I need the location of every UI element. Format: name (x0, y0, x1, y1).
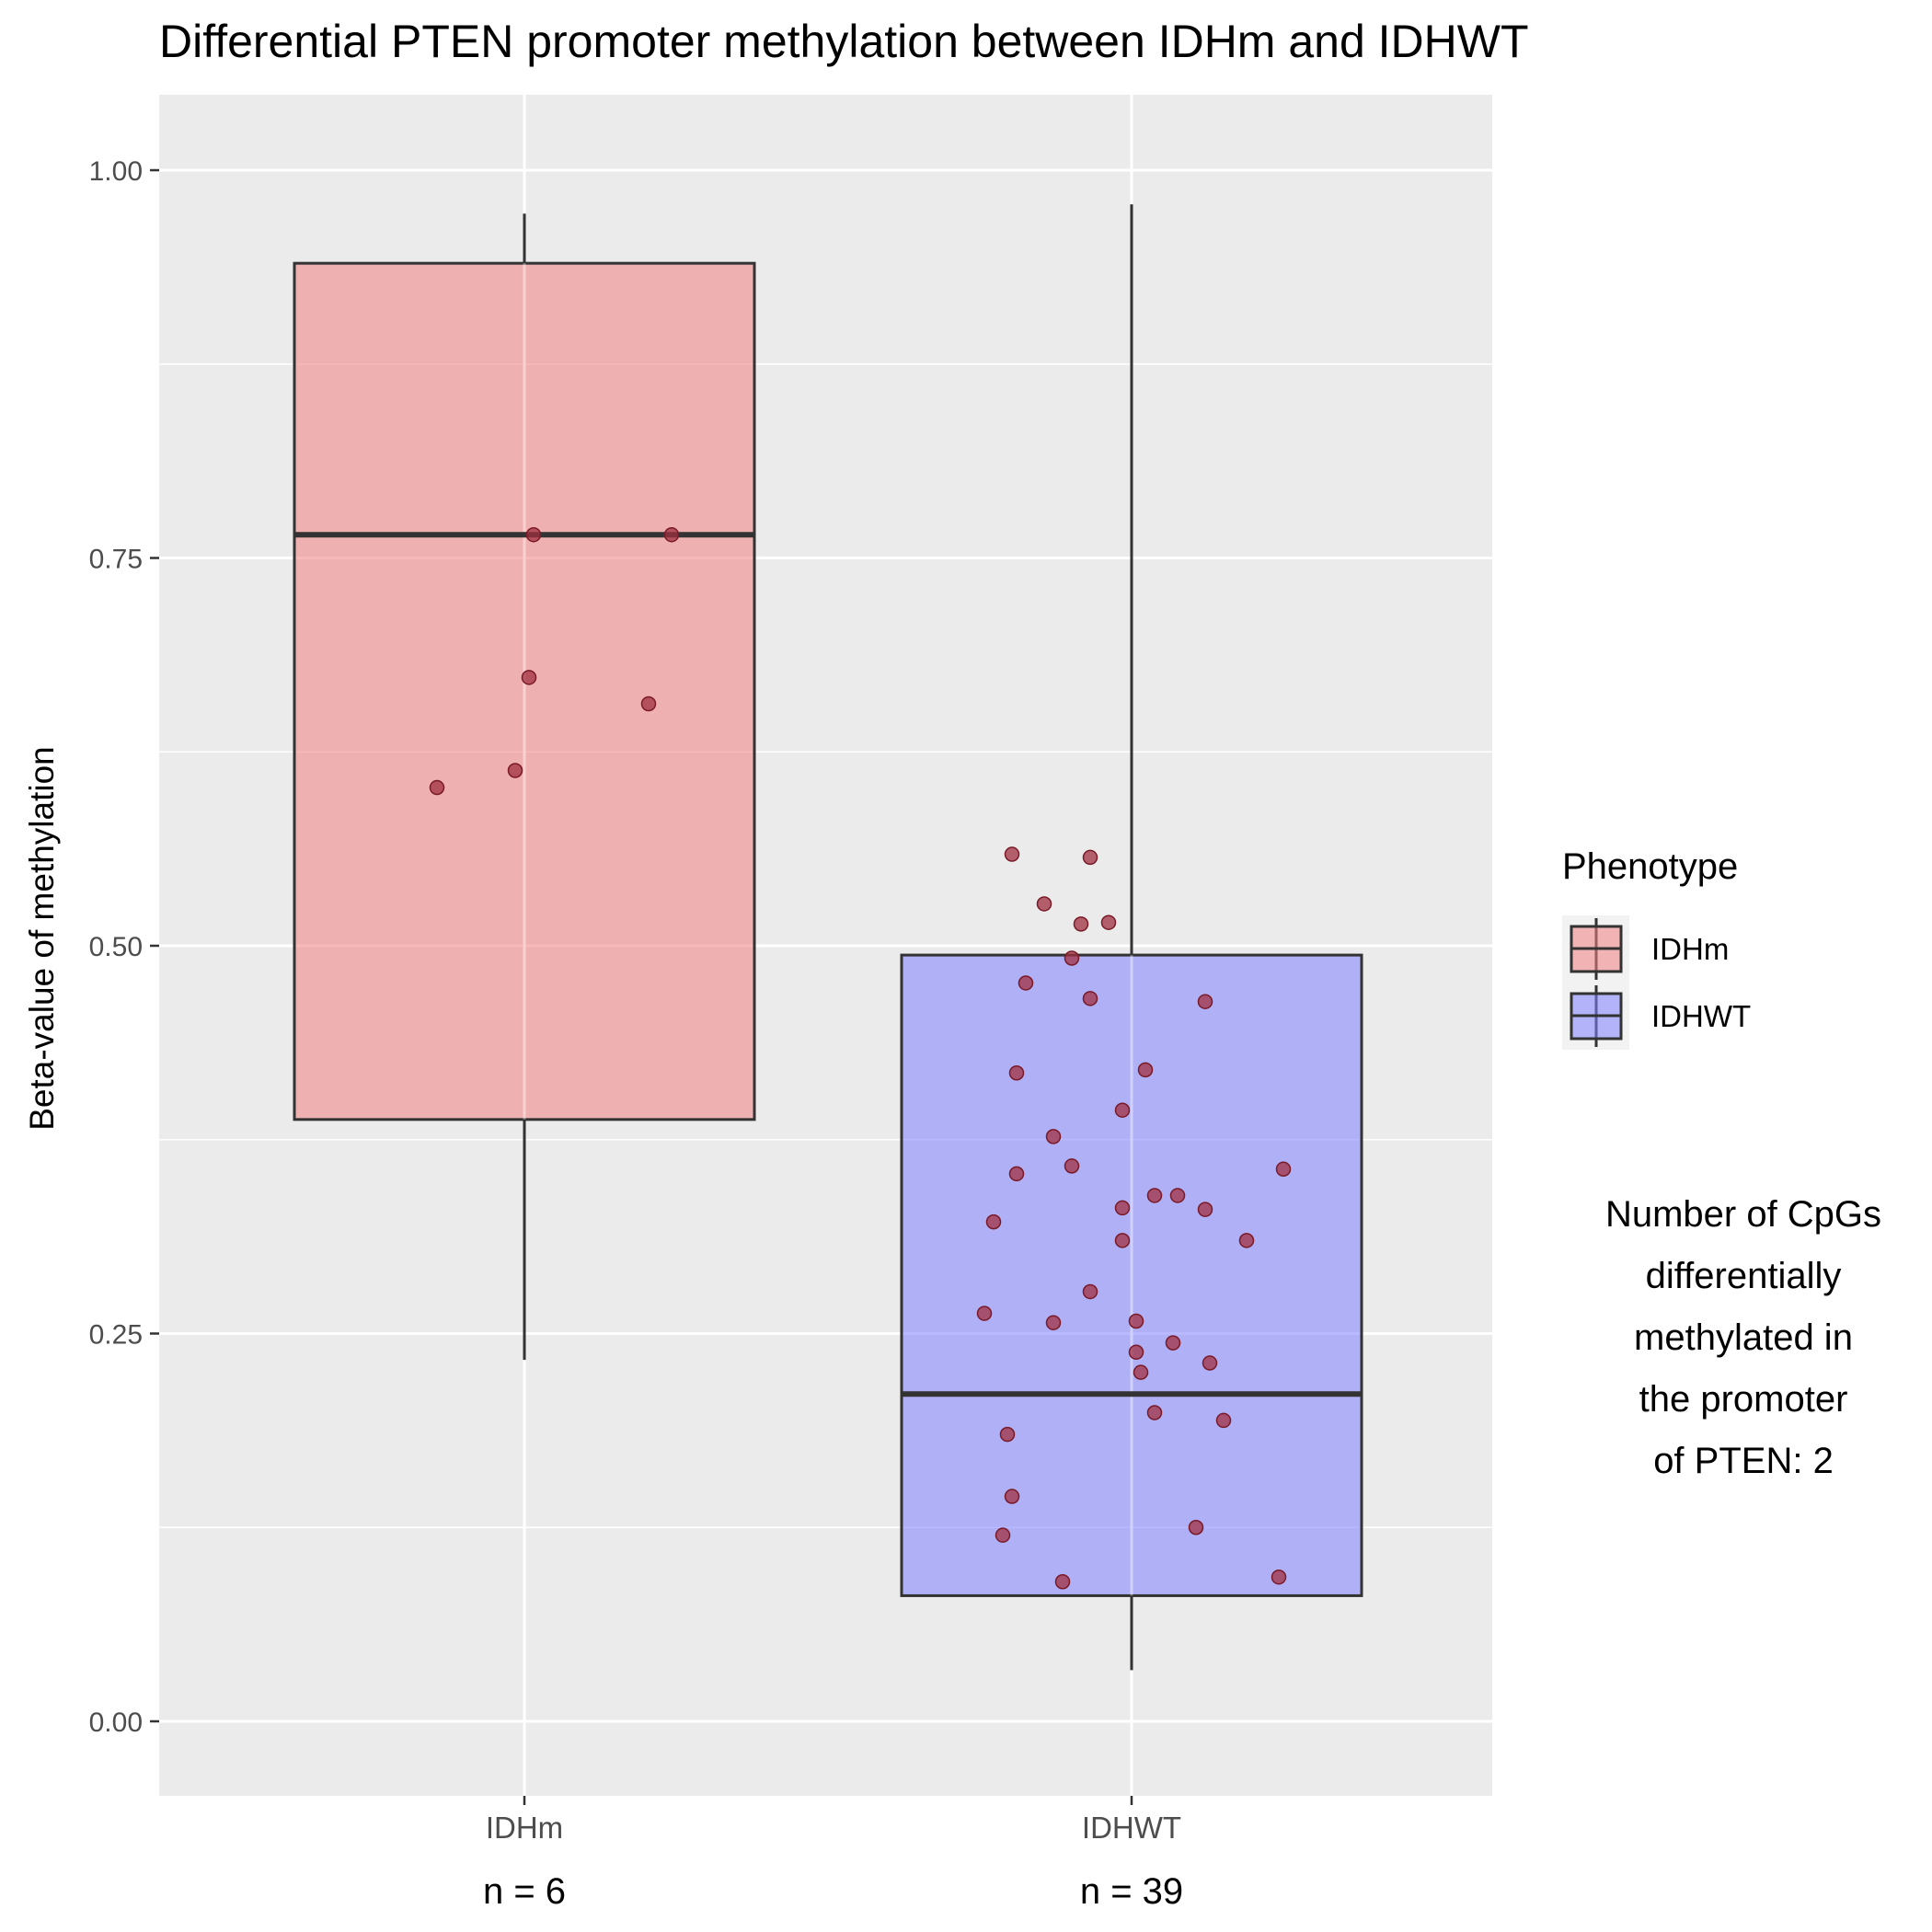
data-point (507, 763, 523, 778)
legend-label: IDHm (1651, 932, 1729, 966)
legend-item-idhm: IDHm (1562, 915, 1729, 983)
data-point (521, 670, 537, 685)
data-point (1114, 1233, 1131, 1248)
data-point (1238, 1233, 1255, 1248)
data-point (999, 1426, 1016, 1443)
y-tick-label: 0.25 (89, 1320, 143, 1351)
annotation-line: methylated in (1634, 1317, 1853, 1358)
legend-label: IDHWT (1651, 999, 1751, 1033)
data-point (1197, 1202, 1213, 1217)
data-point (1082, 849, 1098, 866)
data-point (1064, 1158, 1080, 1174)
data-point (1073, 916, 1089, 932)
annotation-line: differentially (1646, 1256, 1842, 1296)
y-tick-label: 0.75 (89, 545, 143, 575)
count-labels: n = 6 n = 39 (483, 1871, 1183, 1912)
box-body (900, 953, 1363, 1597)
data-point (995, 1527, 1011, 1543)
y-axis-label: Beta-value of methylation (23, 746, 61, 1131)
data-point (1045, 1315, 1062, 1330)
legend-item-idhwt: IDHWT (1562, 983, 1751, 1050)
data-point (1215, 1412, 1232, 1429)
x-axis-ticks: IDHm IDHWT (486, 1796, 1181, 1845)
annotation-line: of PTEN: 2 (1653, 1441, 1834, 1481)
y-axis-ticks: 0.00 0.25 0.50 0.75 1.00 (89, 156, 159, 1738)
annotation-line: Number of CpGs (1605, 1194, 1881, 1235)
data-point (1008, 1166, 1025, 1182)
data-point (1197, 994, 1213, 1009)
data-point (1128, 1344, 1144, 1360)
data-point (525, 526, 542, 543)
data-point (1082, 991, 1098, 1006)
y-tick-label: 0.00 (89, 1708, 143, 1738)
box-layer (293, 204, 1363, 1671)
data-point (1202, 1355, 1218, 1371)
data-point (1082, 1283, 1098, 1300)
data-point (1045, 1129, 1062, 1144)
data-point (429, 779, 445, 796)
data-point (1271, 1569, 1287, 1585)
data-point (640, 696, 657, 712)
data-point (1004, 846, 1020, 862)
box-idhwt (900, 204, 1363, 1671)
data-point (985, 1213, 1002, 1230)
data-point (1133, 1364, 1149, 1380)
data-point (663, 526, 680, 543)
data-point (1114, 1102, 1131, 1118)
box-body (293, 261, 756, 1121)
data-point (1036, 896, 1052, 912)
chart-title: Differential PTEN promoter methylation b… (159, 16, 1529, 67)
data-point (976, 1305, 993, 1321)
legend: Phenotype IDHm IDHWT (1562, 846, 1751, 1050)
data-point (1146, 1405, 1163, 1420)
data-point (1018, 975, 1034, 991)
data-point (1188, 1520, 1204, 1535)
y-tick-label: 1.00 (89, 156, 143, 187)
data-point (1054, 1574, 1071, 1590)
data-point (1008, 1065, 1025, 1081)
x-tick-label: IDHWT (1082, 1811, 1181, 1845)
data-point (1146, 1188, 1163, 1203)
point-layer (429, 526, 1292, 1590)
data-point (1165, 1335, 1181, 1351)
y-tick-label: 0.50 (89, 932, 143, 962)
data-point (1064, 950, 1080, 966)
box-idhm (293, 213, 756, 1361)
annotation-line: the promoter (1639, 1379, 1848, 1420)
data-point (1275, 1161, 1292, 1178)
data-point (1004, 1489, 1020, 1504)
data-point (1137, 1062, 1154, 1078)
data-point (1128, 1313, 1144, 1329)
x-tick-label: IDHm (486, 1811, 563, 1845)
count-label: n = 39 (1080, 1871, 1183, 1912)
count-label: n = 6 (483, 1871, 566, 1912)
legend-title: Phenotype (1562, 846, 1738, 887)
data-point (1114, 1200, 1131, 1216)
data-point (1100, 914, 1117, 930)
data-point (1169, 1188, 1186, 1203)
annotation-text: Number of CpGs differentially methylated i… (1605, 1194, 1881, 1481)
